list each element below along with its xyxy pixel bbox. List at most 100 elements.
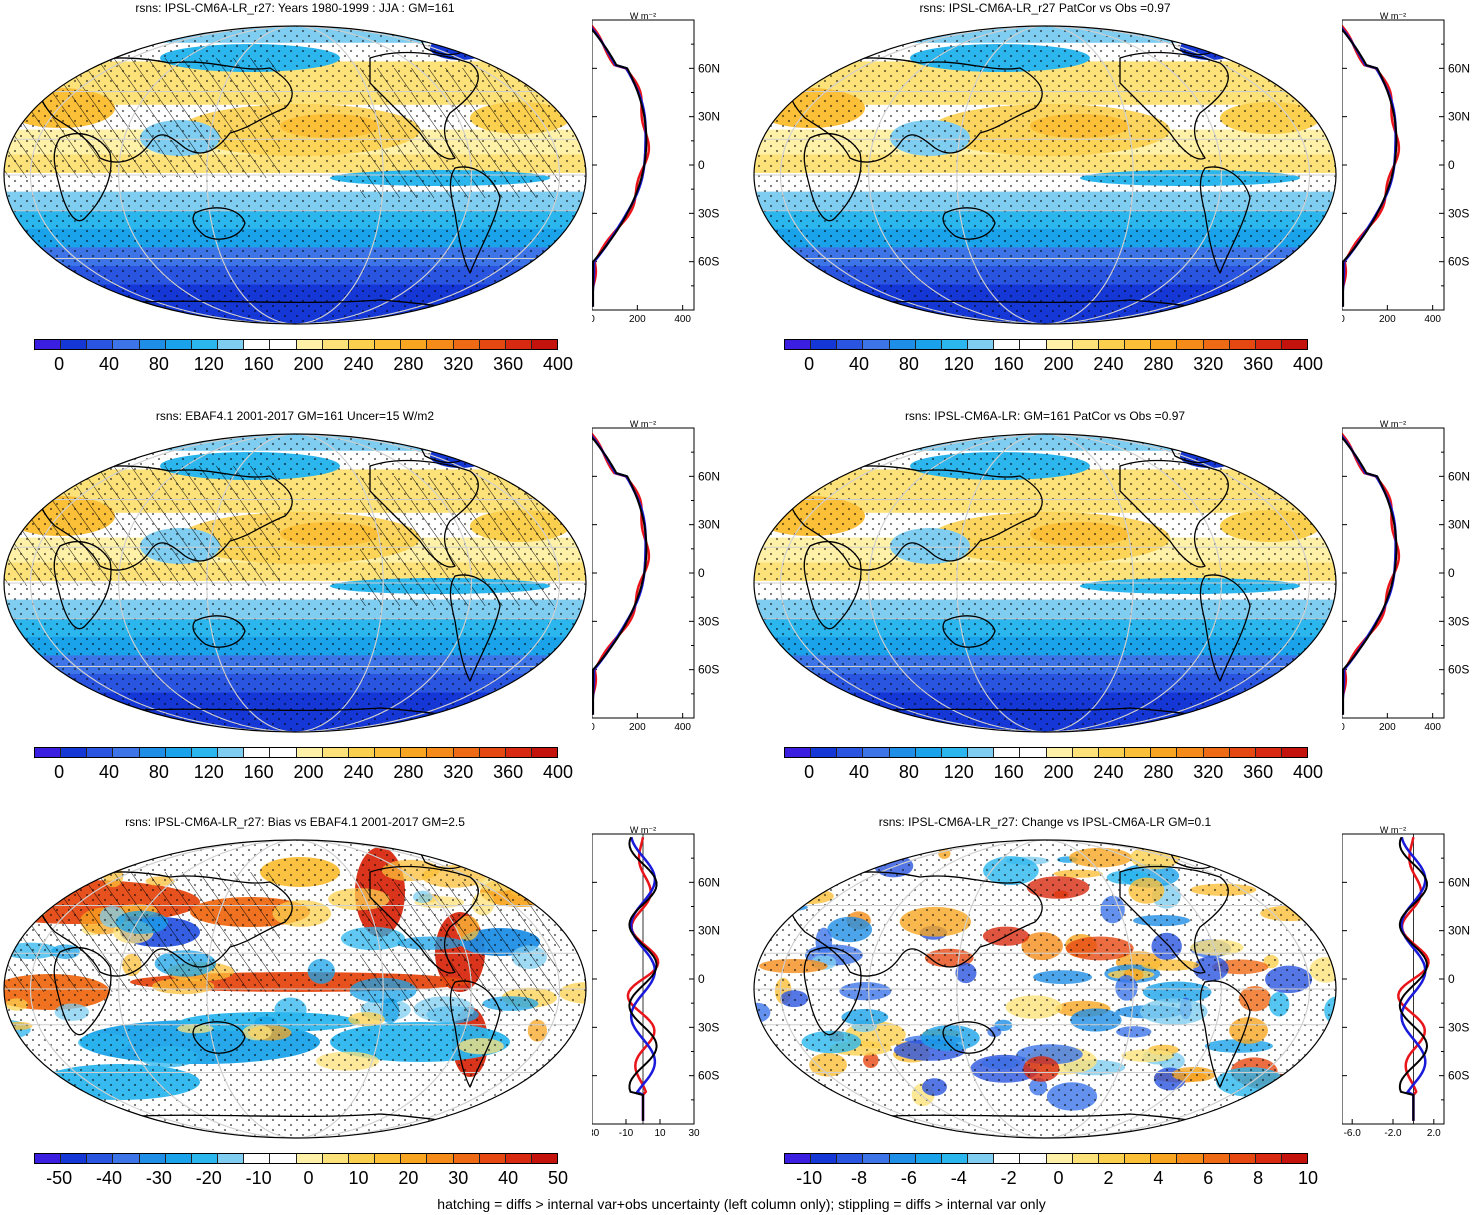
colorbar-tick-label: 240 bbox=[1093, 354, 1124, 374]
colorbar-swatch bbox=[479, 1154, 506, 1163]
colorbar-swatch bbox=[139, 340, 166, 349]
colorbar-tick-label: 320 bbox=[443, 762, 474, 782]
colorbar-tick-label: 40 bbox=[849, 354, 870, 374]
colorbar-swatch bbox=[270, 748, 297, 757]
colorbar-swatch bbox=[785, 748, 812, 757]
colorbar-tick-label: 0 bbox=[804, 762, 815, 782]
colorbar-tick-label: 8 bbox=[1253, 1168, 1264, 1188]
zonal-lat-label: 30N bbox=[1448, 110, 1470, 124]
colorbar-swatch bbox=[889, 748, 916, 757]
colorbar-tick-label: 160 bbox=[993, 762, 1024, 782]
colorbar-swatch bbox=[531, 340, 558, 349]
zonal-lat-label: 0 bbox=[1448, 972, 1455, 986]
colorbar-tick-label: 0 bbox=[804, 354, 815, 374]
colorbar-tick-label: 6 bbox=[1203, 1168, 1214, 1188]
zonal-mean-plot: W m⁻² 60N 30N 0 30S 60S 0 200 400 bbox=[1336, 11, 1482, 329]
zonal-lat-label: 0 bbox=[1448, 158, 1455, 172]
robinson-map bbox=[0, 18, 590, 328]
robinson-map bbox=[0, 832, 590, 1142]
colorbar-swatch bbox=[87, 748, 114, 757]
colorbar-swatch bbox=[61, 1154, 88, 1163]
zonal-lat-label: 60S bbox=[1448, 255, 1469, 269]
colorbar-swatch bbox=[322, 340, 349, 349]
colorbar-swatch bbox=[1177, 1154, 1204, 1163]
colorbar-swatch bbox=[1203, 340, 1230, 349]
colorbar-swatch bbox=[165, 340, 192, 349]
colorbar-swatch bbox=[61, 340, 88, 349]
colorbar-swatch bbox=[505, 748, 532, 757]
colorbar-swatch bbox=[322, 748, 349, 757]
colorbar-swatch bbox=[1125, 340, 1152, 349]
colorbar-swatch bbox=[35, 340, 62, 349]
colorbar-swatch bbox=[61, 748, 88, 757]
zonal-x-tick-label: 400 bbox=[674, 314, 691, 324]
colorbar-swatch bbox=[915, 1154, 942, 1163]
colorbar-tick-label: 50 bbox=[547, 1168, 569, 1188]
colorbar-swatch bbox=[139, 1154, 166, 1163]
colorbar-swatch bbox=[113, 1154, 140, 1163]
colorbar-swatch bbox=[1281, 1154, 1308, 1163]
colorbar-swatch bbox=[87, 340, 114, 349]
zonal-lat-label: 60N bbox=[1448, 469, 1470, 483]
zonal-x-tick-label: 0 bbox=[1342, 722, 1345, 732]
zonal-mean-plot: W m⁻² 60N 30N 0 30S 60S -6.0 -2.0 2.0 bbox=[1341, 825, 1482, 1143]
zonal-mean-plot: W m⁻² 60N 30N 0 30S 60S -30 -10 10 30 bbox=[585, 825, 732, 1143]
colorbar-swatch bbox=[1046, 748, 1073, 757]
colorbar-swatch bbox=[941, 340, 969, 349]
colorbar-tick-label: 120 bbox=[943, 762, 974, 782]
colorbar-swatch bbox=[348, 748, 376, 757]
colorbar-tick-label: 400 bbox=[542, 762, 574, 782]
colorbar-swatch bbox=[453, 340, 480, 349]
panel-title: rsns: IPSL-CM6A-LR: GM=161 PatCor vs Obs… bbox=[904, 409, 1186, 423]
colorbar-swatch bbox=[322, 1154, 349, 1163]
colorbar-swatch bbox=[994, 340, 1021, 349]
zonal-unit-label: W m⁻² bbox=[1380, 12, 1406, 21]
colorbar-swatch bbox=[863, 748, 890, 757]
colorbar-tick-label: 80 bbox=[898, 354, 919, 374]
colorbar-swatch bbox=[401, 748, 428, 757]
colorbar-swatch bbox=[244, 340, 271, 349]
colorbar-swatch bbox=[113, 748, 140, 757]
colorbar-swatch bbox=[1203, 748, 1230, 757]
colorbar-swatch bbox=[1177, 340, 1204, 349]
colorbar-tick-label: 120 bbox=[193, 762, 224, 782]
panel-title: rsns: EBAF4.1 2001-2017 GM=161 Uncer=15 … bbox=[155, 409, 435, 423]
colorbar-swatch bbox=[244, 1154, 271, 1163]
colorbar-tick-label: 200 bbox=[293, 762, 324, 782]
colorbar-swatch bbox=[113, 340, 140, 349]
zonal-lat-label: 30N bbox=[1448, 924, 1470, 938]
map-panel: rsns: IPSL-CM6A-LR_r27: Bias vs EBAF4.1 … bbox=[0, 814, 733, 1214]
colorbar-swatch bbox=[505, 1154, 532, 1163]
zonal-x-tick-label: 0 bbox=[1342, 314, 1345, 324]
colorbar-swatch bbox=[837, 340, 864, 349]
zonal-lat-label: 30S bbox=[698, 1020, 719, 1034]
colorbar-swatch bbox=[1255, 1154, 1282, 1163]
colorbar-swatch bbox=[994, 748, 1021, 757]
colorbar-swatch bbox=[191, 748, 219, 757]
colorbar-swatch bbox=[1098, 340, 1126, 349]
colorbar-swatch bbox=[1098, 748, 1126, 757]
zonal-unit-label: W m⁻² bbox=[1380, 826, 1406, 835]
colorbar-tick-label: 400 bbox=[1292, 354, 1324, 374]
zonal-lat-label: 60S bbox=[698, 663, 719, 677]
colorbar-swatch bbox=[375, 1154, 402, 1163]
zonal-lat-label: 30S bbox=[1448, 1020, 1469, 1034]
colorbar-tick-label: 0 bbox=[303, 1168, 314, 1188]
colorbar-swatch bbox=[427, 1154, 454, 1163]
colorbar-swatch bbox=[191, 340, 219, 349]
zonal-lat-label: 60N bbox=[698, 875, 720, 889]
colorbar-tick-label: 200 bbox=[1043, 354, 1074, 374]
colorbar-tick-label: 400 bbox=[1292, 762, 1324, 782]
zonal-x-tick-label: -2.0 bbox=[1384, 1128, 1402, 1138]
colorbar-swatch bbox=[1203, 1154, 1230, 1163]
colorbar-tick-label: 320 bbox=[1193, 762, 1224, 782]
map-panel: rsns: IPSL-CM6A-LR: GM=161 PatCor vs Obs… bbox=[750, 408, 1483, 808]
colorbar-tick-label: 30 bbox=[448, 1168, 469, 1188]
colorbar-tick-label: 20 bbox=[398, 1168, 419, 1188]
zonal-mean-plot: W m⁻² 60N 30N 0 30S 60S 0 200 400 bbox=[586, 419, 732, 737]
zonal-x-tick-label: 10 bbox=[654, 1128, 666, 1138]
zonal-mean-plot: W m⁻² 60N 30N 0 30S 60S 0 200 400 bbox=[1336, 419, 1482, 737]
zonal-lat-label: 60S bbox=[698, 255, 719, 269]
zonal-lat-label: 30N bbox=[698, 518, 720, 532]
colorbar-swatch bbox=[87, 1154, 114, 1163]
